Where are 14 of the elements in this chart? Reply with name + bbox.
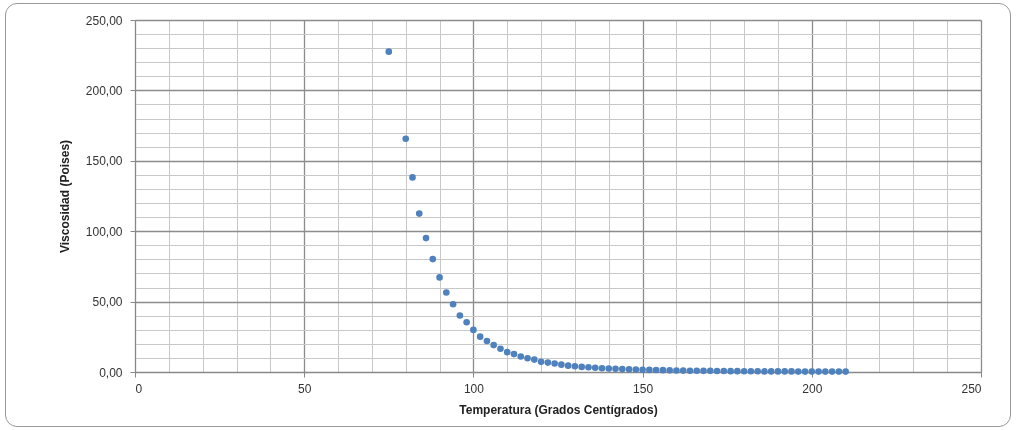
y-axis-title: Viscosidad (Poises) xyxy=(57,139,72,254)
y-tick-label: 250,00 xyxy=(85,13,123,28)
y-tick-label: 150,00 xyxy=(85,154,123,169)
x-axis-title: Temperatura (Grados Centígrados) xyxy=(459,402,658,417)
x-tick-label: 250 xyxy=(961,381,982,396)
x-tick-label: 150 xyxy=(633,381,654,396)
y-tick-label: 200,00 xyxy=(85,83,123,98)
x-tick-label: 200 xyxy=(802,381,823,396)
x-tick-label: 0 xyxy=(135,381,143,396)
x-tick-label: 100 xyxy=(463,381,485,396)
y-tick-label: 50,00 xyxy=(92,295,123,310)
y-tick-label: 100,00 xyxy=(85,224,123,239)
y-tick-label: 0,00 xyxy=(99,365,123,380)
x-tick-label: 50 xyxy=(298,381,312,396)
